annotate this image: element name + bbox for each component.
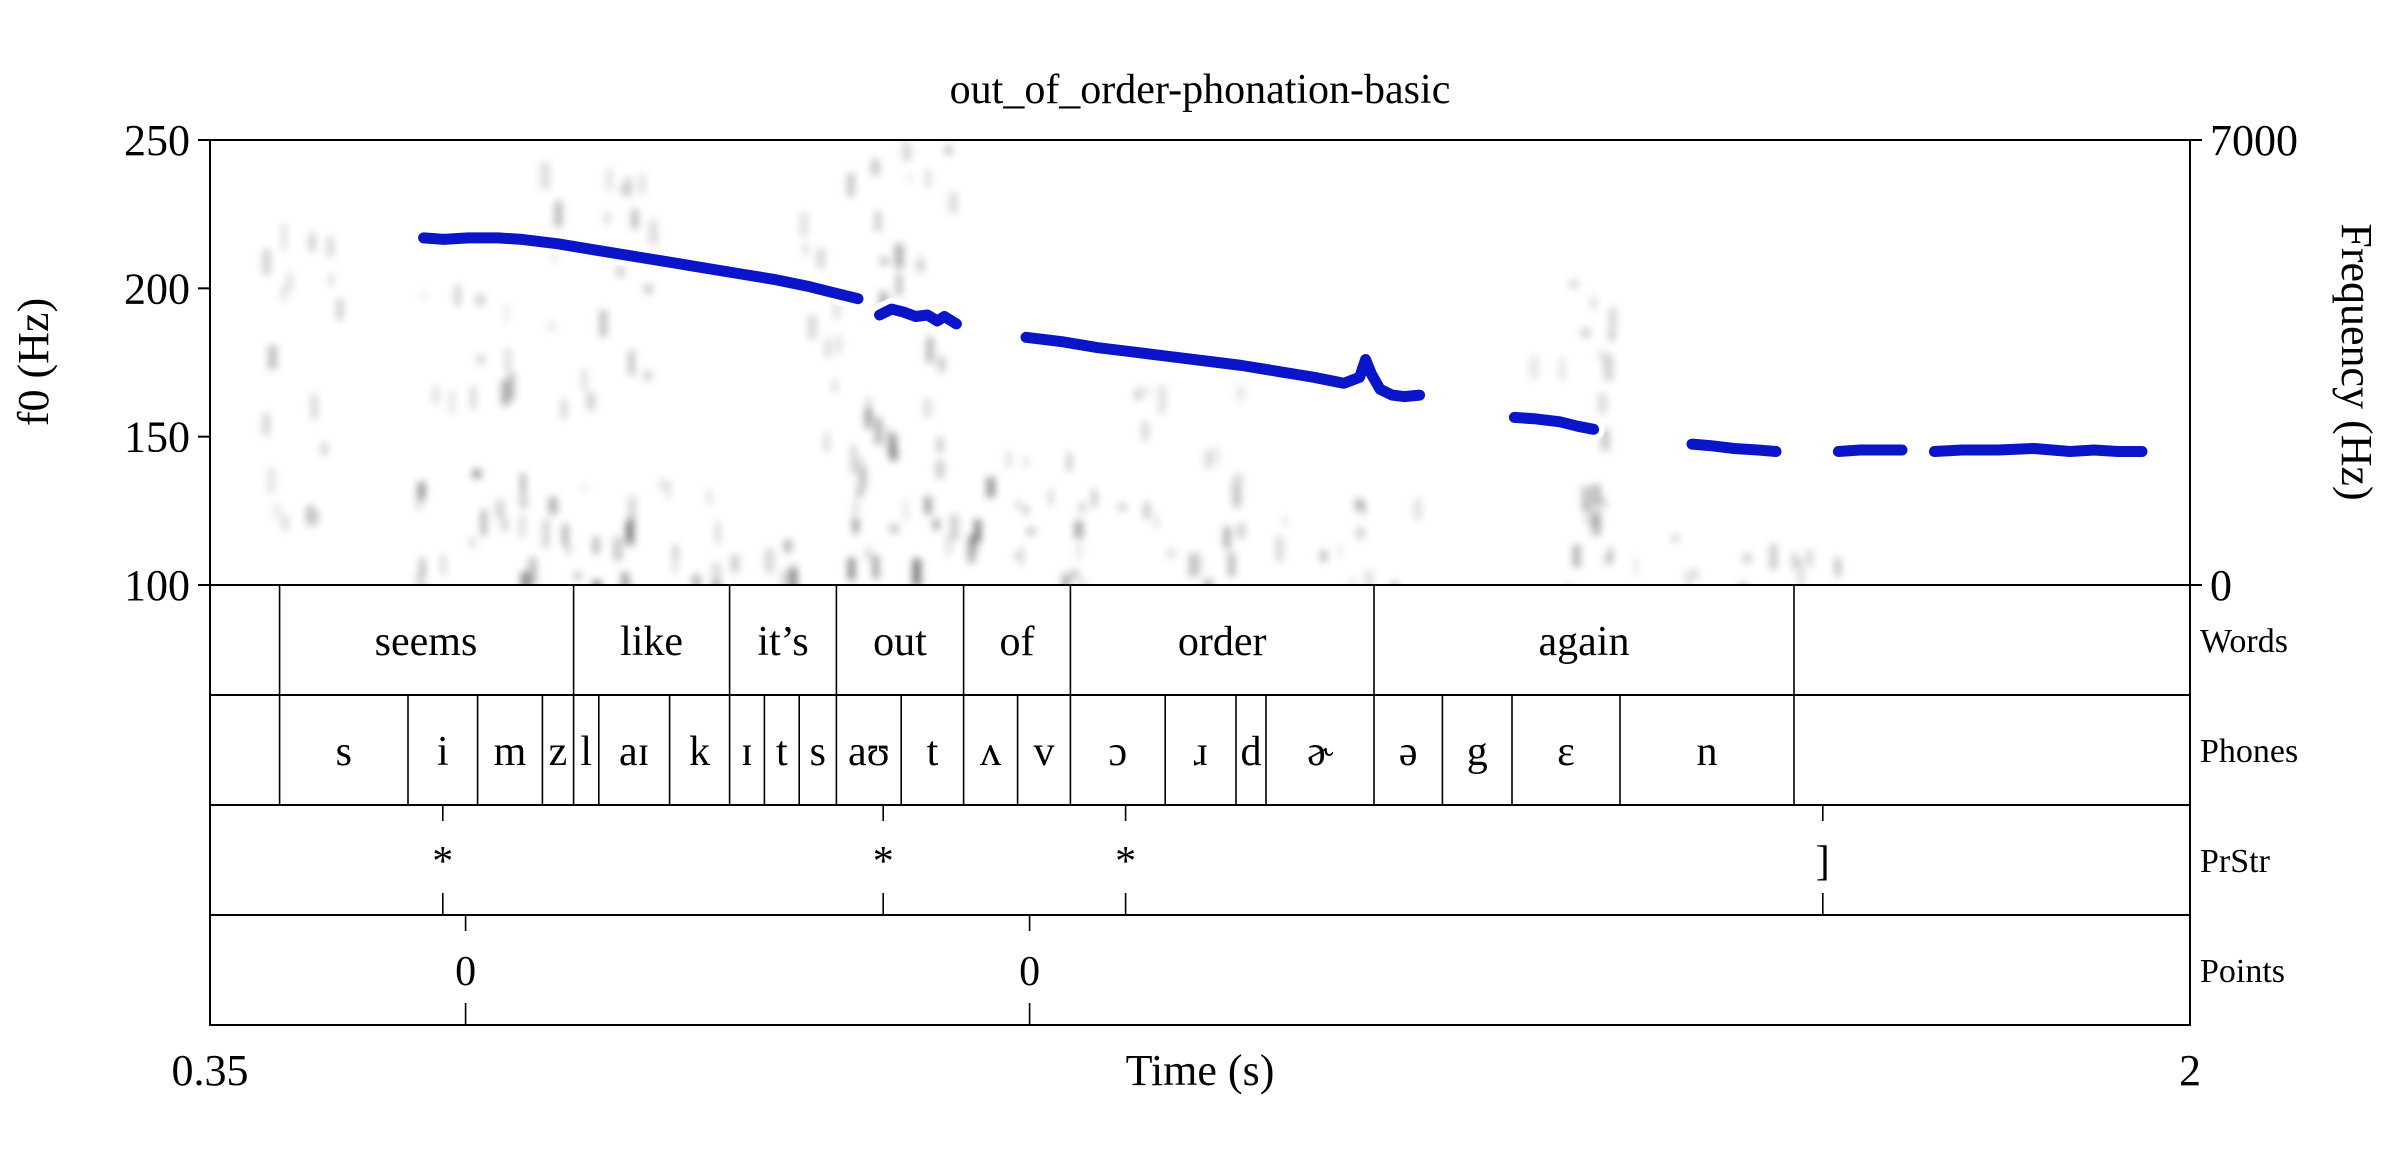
point-label: *: [432, 839, 453, 885]
left-axis: 100 150 200 250: [124, 116, 210, 610]
interval-label: ə: [1399, 729, 1418, 775]
point-label: *: [1115, 839, 1136, 885]
f0-segment-1: [418, 232, 864, 305]
f0-segment-4: [1508, 411, 1600, 435]
interval-label: order: [1178, 619, 1267, 665]
tier-name-phones: Phones: [2200, 733, 2298, 770]
f0-segment-2: [874, 303, 962, 330]
interval-label: z: [549, 729, 568, 775]
point-label: ]: [1816, 839, 1830, 885]
interval-label: again: [1539, 619, 1630, 665]
tier-name-points: Points: [2200, 953, 2285, 990]
interval-label: n: [1697, 729, 1718, 775]
interval-label: d: [1241, 729, 1262, 775]
left-tick-label: 250: [124, 116, 190, 165]
interval-label: v: [1034, 729, 1055, 775]
right-axis: 0 7000: [2190, 116, 2298, 610]
interval-label: g: [1467, 729, 1488, 775]
point-label: 0: [455, 949, 476, 995]
interval-label: aɪ: [619, 729, 649, 775]
x-tick-label: 0.35: [172, 1046, 249, 1095]
interval-label: ɔ: [1108, 729, 1127, 775]
interval-label: i: [437, 729, 449, 775]
interval-label: s: [336, 729, 352, 775]
f0-segment-5: [1686, 438, 1782, 457]
point-label: *: [873, 839, 894, 885]
f0-segment-7: [1928, 443, 2148, 457]
x-tick-label: 2: [2179, 1046, 2201, 1095]
interval-label: out: [873, 619, 927, 665]
interval-label: t: [776, 729, 788, 775]
interval-label: ɚ: [1307, 729, 1334, 775]
y-axis-label-left: f0 (Hz): [9, 298, 58, 426]
interval-label: l: [580, 729, 592, 775]
tier-box-prstr: [209, 804, 2191, 916]
right-tick-label: 0: [2210, 561, 2232, 610]
f0-segment-6: [1832, 444, 1908, 457]
left-tick-label: 100: [124, 561, 190, 610]
interval-label: k: [689, 729, 710, 775]
interval-label: like: [620, 619, 683, 665]
textgrid-tiers: Words seems like it’s out of order again Phones s…: [209, 584, 2298, 1026]
interval-label: seems: [375, 619, 478, 665]
x-axis: 0.35 2: [172, 1046, 2202, 1095]
y-axis-label-right: Frequency (Hz): [2332, 223, 2381, 500]
tier-name-words: Words: [2200, 623, 2288, 660]
interval-label: t: [927, 729, 939, 775]
interval-label: of: [1000, 619, 1035, 665]
interval-label: ɛ: [1557, 729, 1575, 775]
interval-label: it’s: [757, 619, 808, 665]
chart-title: out_of_order-phonation-basic: [950, 67, 1451, 113]
point-label: 0: [1019, 949, 1040, 995]
right-tick-label: 7000: [2210, 116, 2298, 165]
left-tick-label: 150: [124, 413, 190, 462]
spectrogram: [262, 140, 1841, 585]
interval-label: ɪ: [741, 729, 753, 775]
interval-label: aʊ: [848, 729, 890, 775]
f0-segment-3: [1020, 331, 1426, 403]
left-tick-label: 200: [124, 264, 190, 313]
interval-label: ʌ: [980, 729, 1001, 775]
f0-contour: [412, 226, 2153, 463]
interval-label: s: [810, 729, 826, 775]
interval-label: ɹ: [1194, 729, 1208, 775]
tier-box-points: [209, 914, 2191, 1026]
x-axis-label: Time (s): [1126, 1046, 1275, 1095]
tier-name-prstr: PrStr: [2200, 843, 2271, 880]
interval-label: m: [494, 729, 527, 775]
